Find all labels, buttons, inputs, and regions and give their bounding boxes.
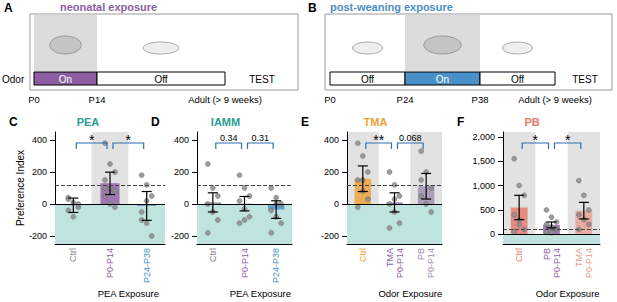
svg-text:1,500: 1,500	[472, 156, 495, 166]
svg-text:Off: Off	[154, 74, 167, 85]
svg-text:C: C	[9, 115, 18, 129]
svg-text:neonatal exposure: neonatal exposure	[60, 1, 157, 13]
svg-text:Odor Exposure: Odor Exposure	[378, 288, 442, 299]
svg-text:*: *	[89, 132, 95, 148]
svg-text:Ctrl: Ctrl	[68, 248, 78, 262]
svg-text:2,000: 2,000	[472, 132, 495, 142]
svg-text:400: 400	[324, 135, 339, 145]
svg-text:PB: PB	[542, 248, 552, 260]
svg-text:*: *	[565, 132, 571, 148]
svg-text:*: *	[126, 132, 132, 148]
svg-text:P0-P14: P0-P14	[552, 248, 562, 278]
svg-text:P0-P14: P0-P14	[240, 248, 250, 278]
svg-text:200: 200	[324, 167, 339, 177]
svg-text:Ctrl: Ctrl	[358, 248, 368, 262]
svg-text:PB: PB	[524, 116, 539, 128]
svg-text:Adult (> 9 weeks): Adult (> 9 weeks)	[518, 94, 592, 105]
svg-text:*: *	[533, 132, 539, 148]
svg-text:200: 200	[32, 167, 47, 177]
svg-text:Preference Index: Preference Index	[15, 150, 26, 226]
svg-text:IAMM: IAMM	[211, 116, 240, 128]
svg-text:F: F	[457, 115, 464, 129]
svg-text:post-weaning exposure: post-weaning exposure	[330, 1, 453, 13]
svg-text:TMA: TMA	[574, 248, 584, 267]
svg-text:200: 200	[174, 167, 189, 177]
svg-text:TEST: TEST	[249, 74, 275, 85]
svg-text:1,000: 1,000	[472, 181, 495, 191]
svg-text:TMA: TMA	[385, 248, 395, 267]
svg-text:-200: -200	[321, 231, 339, 241]
svg-text:500: 500	[480, 205, 495, 215]
svg-text:P24-P38: P24-P38	[142, 248, 152, 283]
svg-text:Odor: Odor	[2, 74, 25, 85]
svg-text:P24: P24	[397, 94, 414, 105]
svg-text:Ctrl: Ctrl	[208, 248, 218, 262]
svg-text:Ctrl: Ctrl	[514, 248, 524, 262]
svg-text:400: 400	[32, 135, 47, 145]
svg-text:0: 0	[42, 199, 47, 209]
svg-text:A: A	[4, 1, 13, 15]
svg-text:0: 0	[334, 199, 339, 209]
svg-text:0: 0	[184, 199, 189, 209]
svg-text:Adult (> 9 weeks): Adult (> 9 weeks)	[188, 94, 262, 105]
svg-text:P0: P0	[324, 94, 336, 105]
svg-text:P0-P14: P0-P14	[584, 248, 594, 278]
svg-text:On: On	[59, 74, 72, 85]
svg-text:PEA Exposure: PEA Exposure	[98, 288, 159, 299]
svg-text:Odor Exposure: Odor Exposure	[536, 288, 600, 299]
svg-text:B: B	[308, 1, 317, 15]
svg-text:PEA Exposure: PEA Exposure	[230, 288, 291, 299]
svg-text:P0: P0	[28, 94, 40, 105]
svg-text:0.068: 0.068	[399, 133, 422, 143]
svg-text:P0-P14: P0-P14	[395, 248, 405, 278]
svg-text:400: 400	[174, 135, 189, 145]
svg-text:P14: P14	[89, 94, 106, 105]
svg-text:0.31: 0.31	[252, 133, 270, 143]
svg-text:P0-P14: P0-P14	[105, 248, 115, 278]
svg-text:**: **	[373, 132, 384, 148]
svg-text:E: E	[301, 115, 309, 129]
svg-text:-200: -200	[29, 231, 47, 241]
svg-text:TEST: TEST	[572, 74, 598, 85]
svg-text:On: On	[436, 74, 449, 85]
svg-text:PB: PB	[416, 248, 426, 260]
svg-text:-200: -200	[171, 231, 189, 241]
svg-text:0.34: 0.34	[220, 133, 238, 143]
svg-text:D: D	[151, 115, 160, 129]
svg-text:P0-P14: P0-P14	[426, 248, 436, 278]
svg-text:0: 0	[490, 229, 495, 239]
svg-text:TMA: TMA	[364, 116, 388, 128]
svg-text:PEA: PEA	[77, 116, 100, 128]
svg-text:Off: Off	[361, 74, 374, 85]
svg-text:P38: P38	[472, 94, 489, 105]
svg-text:Off: Off	[511, 74, 524, 85]
svg-text:P24-P38: P24-P38	[271, 248, 281, 283]
